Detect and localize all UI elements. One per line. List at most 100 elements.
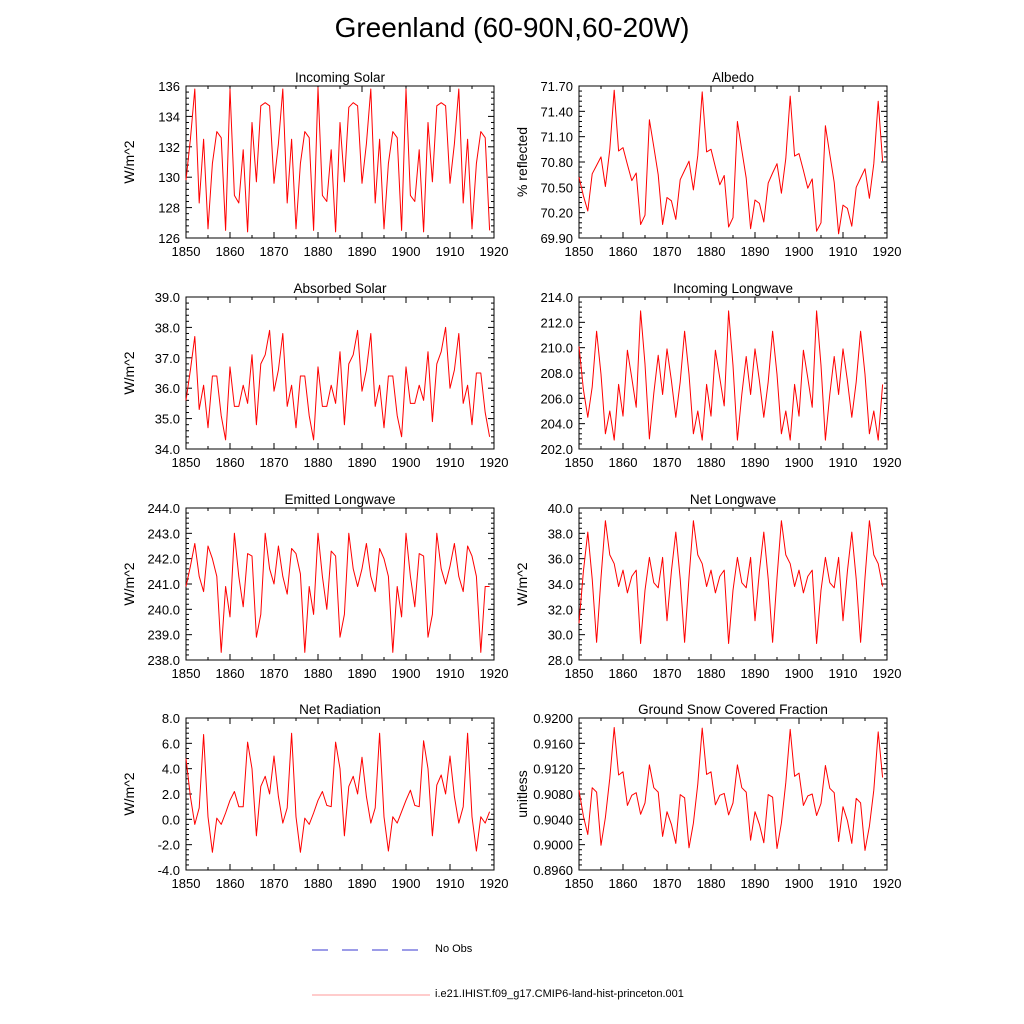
x-tick-label: 1920 (480, 666, 509, 681)
y-tick-label: 243.0 (147, 526, 180, 541)
x-tick-label: 1850 (565, 876, 594, 891)
series-line (185, 87, 491, 233)
panel-title: Net Radiation (299, 702, 381, 717)
x-tick-label: 1870 (653, 876, 682, 891)
x-tick-label: 1870 (653, 666, 682, 681)
x-tick-label: 1910 (436, 666, 465, 681)
x-tick-label: 1900 (785, 876, 814, 891)
x-tick-label: 1850 (172, 876, 201, 891)
y-tick-label: 71.70 (540, 79, 573, 94)
x-tick-label: 1890 (348, 244, 377, 259)
x-tick-label: 1910 (436, 455, 465, 470)
x-tick-label: 1850 (172, 244, 201, 259)
x-tick-label: 1860 (216, 455, 245, 470)
y-tick-label: 204.0 (540, 417, 573, 432)
panel-title: Absorbed Solar (293, 281, 387, 296)
x-tick-label: 1860 (609, 455, 638, 470)
y-tick-label: 0.9000 (533, 838, 573, 853)
series-line (578, 310, 884, 441)
plot-frame (185, 717, 495, 871)
series-line (578, 89, 884, 235)
y-tick-label: 34.0 (155, 442, 180, 457)
x-tick-label: 1860 (216, 244, 245, 259)
y-tick-label: 214.0 (540, 290, 573, 305)
y-tick-label: 2.0 (162, 787, 180, 802)
panel-title: Ground Snow Covered Fraction (638, 702, 828, 717)
x-tick-label: 1900 (785, 244, 814, 259)
y-tick-label: 39.0 (155, 290, 180, 305)
y-tick-label: 242.0 (147, 552, 180, 567)
x-tick-label: 1890 (741, 244, 770, 259)
x-tick-label: 1900 (785, 455, 814, 470)
x-tick-label: 1870 (653, 244, 682, 259)
x-tick-label: 1850 (172, 666, 201, 681)
panel-title: Net Longwave (690, 492, 776, 507)
y-tick-label: 38.0 (548, 526, 573, 541)
y-tick-label: 28.0 (548, 653, 573, 668)
x-tick-label: 1890 (348, 876, 377, 891)
y-tick-label: 136 (158, 79, 180, 94)
x-tick-label: 1850 (172, 455, 201, 470)
x-tick-label: 1920 (480, 455, 509, 470)
chart-panel-3: 1850 1860 1870 1880 1890 1900 1910 1920 34.0 35.0… (121, 281, 508, 470)
y-tick-label: 6.0 (162, 736, 180, 751)
series-line (185, 532, 490, 653)
x-tick-label: 1850 (565, 455, 594, 470)
y-tick-label: 69.90 (540, 231, 573, 246)
y-axis-label: W/m^2 (121, 351, 137, 394)
x-tick-label: 1870 (260, 455, 289, 470)
series-line (578, 520, 884, 644)
x-tick-label: 1880 (697, 876, 726, 891)
x-tick-label: 1920 (873, 455, 902, 470)
x-tick-label: 1910 (829, 455, 858, 470)
x-tick-label: 1860 (609, 244, 638, 259)
x-tick-label: 1880 (304, 666, 333, 681)
x-tick-label: 1860 (216, 666, 245, 681)
series-line (578, 727, 884, 851)
y-tick-label: -2.0 (158, 838, 180, 853)
x-tick-label: 1910 (829, 666, 858, 681)
series-line (185, 326, 491, 441)
y-tick-label: 35.0 (155, 412, 180, 427)
x-tick-label: 1860 (609, 876, 638, 891)
x-tick-label: 1890 (741, 455, 770, 470)
y-tick-label: 4.0 (162, 762, 180, 777)
y-tick-label: 8.0 (162, 711, 180, 726)
x-tick-label: 1890 (741, 666, 770, 681)
y-tick-label: 71.40 (540, 104, 573, 119)
x-tick-label: 1910 (829, 876, 858, 891)
y-tick-label: 36.0 (155, 381, 180, 396)
x-tick-label: 1890 (741, 876, 770, 891)
chart-panel-6: 1850 1860 1870 1880 1890 1900 1910 1920 28.0 30.0… (514, 492, 901, 681)
y-tick-label: 71.10 (540, 130, 573, 145)
x-tick-label: 1920 (873, 876, 902, 891)
y-tick-label: 206.0 (540, 391, 573, 406)
y-tick-label: 0.0 (162, 812, 180, 827)
y-axis-label: W/m^2 (514, 562, 530, 605)
x-tick-label: 1890 (348, 666, 377, 681)
y-axis-label: W/m^2 (121, 772, 137, 815)
y-tick-label: 30.0 (548, 628, 573, 643)
x-tick-label: 1870 (260, 876, 289, 891)
y-tick-label: 208.0 (540, 366, 573, 381)
y-axis-label: W/m^2 (121, 140, 137, 183)
y-tick-label: 134 (158, 109, 180, 124)
chart-panel-2: 1850 1860 1870 1880 1890 1900 1910 1920 69.90 70.… (514, 70, 901, 259)
y-tick-label: 0.9040 (533, 812, 573, 827)
y-tick-label: 34.0 (548, 577, 573, 592)
x-tick-label: 1880 (697, 666, 726, 681)
y-tick-label: 202.0 (540, 442, 573, 457)
y-tick-label: 37.0 (155, 351, 180, 366)
x-tick-label: 1900 (392, 455, 421, 470)
x-tick-label: 1920 (873, 666, 902, 681)
y-tick-label: 126 (158, 231, 180, 246)
y-tick-label: 70.80 (540, 155, 573, 170)
y-tick-label: 0.9080 (533, 787, 573, 802)
y-tick-label: 239.0 (147, 628, 180, 643)
x-tick-label: 1910 (829, 244, 858, 259)
x-tick-label: 1850 (565, 666, 594, 681)
y-tick-label: 70.50 (540, 180, 573, 195)
y-tick-label: 241.0 (147, 577, 180, 592)
chart-panel-1: 1850 1860 1870 1880 1890 1900 1910 1920 126 128 13… (121, 70, 508, 259)
x-tick-label: 1920 (480, 244, 509, 259)
